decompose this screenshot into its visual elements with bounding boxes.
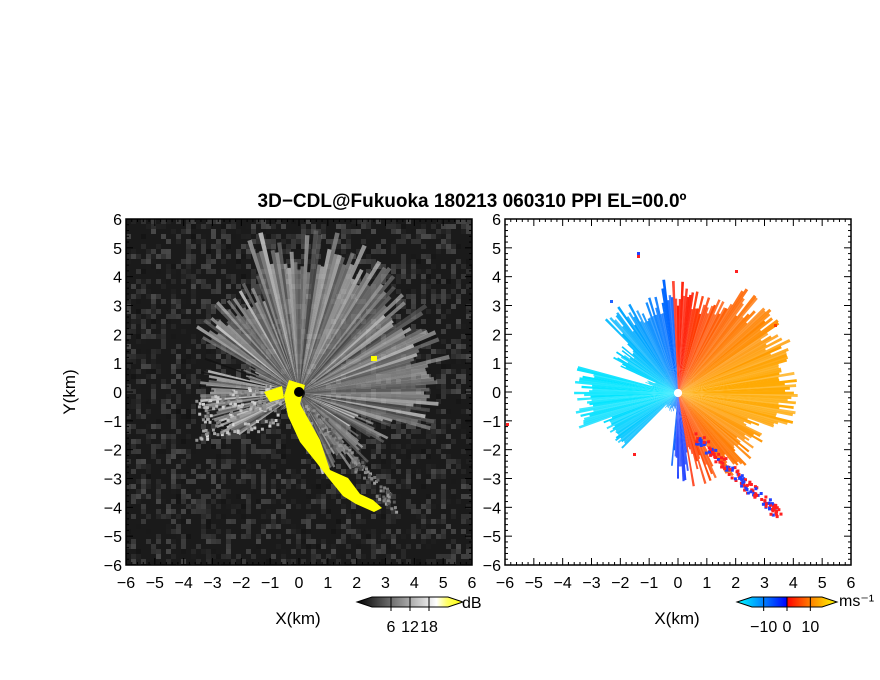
y-tick-label: 1	[113, 356, 122, 373]
x-tick-label: 4	[410, 575, 419, 592]
y-tick-label: 2	[113, 327, 122, 344]
velocity-colorbar: −10 0 10 ms⁻¹	[735, 593, 874, 636]
x-tick-label: 3	[760, 575, 769, 592]
x-tick-label: −4	[175, 575, 193, 592]
y-tick-label: −5	[104, 529, 122, 546]
x-tick-label: 0	[674, 575, 683, 592]
y-tick-label: −6	[104, 558, 122, 575]
velocity-colorbar-unit: ms⁻¹	[839, 593, 874, 610]
chart-title: 3D−CDL@Fukuoka 180213 060310 PPI EL=00.0…	[258, 191, 687, 212]
colorbar-tick-label: 6	[387, 619, 396, 636]
y-tick-label: 6	[113, 212, 122, 229]
y-tick-label: 1	[492, 356, 501, 373]
x-tick-label: −6	[496, 575, 514, 592]
velocity-beams	[506, 252, 798, 519]
x-tick-label: −2	[232, 575, 250, 592]
y-tick-label: 2	[492, 327, 501, 344]
x-tick-label: 1	[702, 575, 711, 592]
y-tick-label: 0	[113, 385, 122, 402]
x-tick-label: 5	[439, 575, 448, 592]
x-tick-label: −6	[117, 575, 135, 592]
y-tick-label: −6	[483, 558, 501, 575]
x-tick-label: 1	[323, 575, 332, 592]
x-tick-label: 2	[352, 575, 361, 592]
y-tick-label: 4	[492, 270, 501, 287]
y-tick-label: −4	[483, 500, 501, 517]
y-tick-label: −5	[483, 529, 501, 546]
y-tick-label: 6	[492, 212, 501, 229]
x-tick-label: 4	[789, 575, 798, 592]
reflectivity-yellow-spot	[371, 356, 377, 361]
x-tick-label: 6	[468, 575, 477, 592]
reflectivity-ylabel: Y(km)	[60, 369, 79, 414]
y-tick-label: 4	[113, 270, 122, 287]
y-tick-label: −3	[483, 472, 501, 489]
x-tick-label: 5	[818, 575, 827, 592]
x-tick-label: −3	[203, 575, 221, 592]
velocity-ticks: −6−6 −5 −5 −4 −4 −3 −3 −2 −2 −1 −1 0 0 1 1 2 2 3 3 4 4 5 5 6 6	[483, 212, 856, 592]
reflectivity-colorbar-unit: dB	[462, 595, 482, 612]
reflectivity-ticks: −6−6 −5 −5 −4 −4 −3 −3 −2 −2 −1 −1 0 0 1 1 2 2 3 3 4 4 5 5 6 6	[104, 212, 477, 592]
colorbar-tick-label: 12	[401, 619, 419, 636]
y-tick-label: −3	[104, 472, 122, 489]
x-tick-label: −1	[261, 575, 279, 592]
reflectivity-colorbar: 6 12 18 dB	[355, 595, 482, 636]
x-tick-label: −2	[611, 575, 629, 592]
y-tick-label: 5	[113, 241, 122, 258]
x-tick-label: −4	[554, 575, 572, 592]
y-tick-label: −2	[104, 443, 122, 460]
y-tick-label: 3	[492, 299, 501, 316]
y-tick-label: 3	[113, 299, 122, 316]
radar-site-marker-velocity	[674, 389, 682, 397]
x-tick-label: −3	[582, 575, 600, 592]
x-tick-label: −5	[146, 575, 164, 592]
y-tick-label: −2	[483, 443, 501, 460]
colorbar-tick-label: −10	[750, 619, 777, 636]
reflectivity-yellow-west	[264, 386, 284, 402]
colorbar-tick-label: 0	[783, 619, 792, 636]
radar-site-marker	[294, 387, 304, 397]
x-tick-label: 3	[381, 575, 390, 592]
y-tick-label: −1	[483, 414, 501, 431]
reflectivity-xlabel: X(km)	[275, 609, 320, 628]
reflectivity-beams	[195, 230, 450, 514]
reflectivity-yellow-area	[284, 380, 382, 512]
x-tick-label: 2	[731, 575, 740, 592]
x-tick-label: 6	[847, 575, 856, 592]
velocity-panel: −6−6 −5 −5 −4 −4 −3 −3 −2 −2 −1 −1 0 0 1 1 2 2 3 3 4 4 5 5 6 6 X…	[483, 212, 856, 628]
colorbar-tick-label: 18	[420, 619, 438, 636]
y-tick-label: 0	[492, 385, 501, 402]
y-tick-label: −1	[104, 414, 122, 431]
high-reflectivity-region	[264, 356, 382, 512]
colorbar-tick-label: 10	[801, 619, 819, 636]
velocity-xlabel: X(km)	[654, 609, 699, 628]
y-tick-label: −4	[104, 500, 122, 517]
x-tick-label: 0	[295, 575, 304, 592]
y-tick-label: 5	[492, 241, 501, 258]
x-tick-label: −5	[525, 575, 543, 592]
reflectivity-panel: −6−6 −5 −5 −4 −4 −3 −3 −2 −2 −1 −1 0 0 1 1 2 2 3 3 4 4 5 5 6 6 X…	[60, 212, 477, 628]
x-tick-label: −1	[640, 575, 658, 592]
